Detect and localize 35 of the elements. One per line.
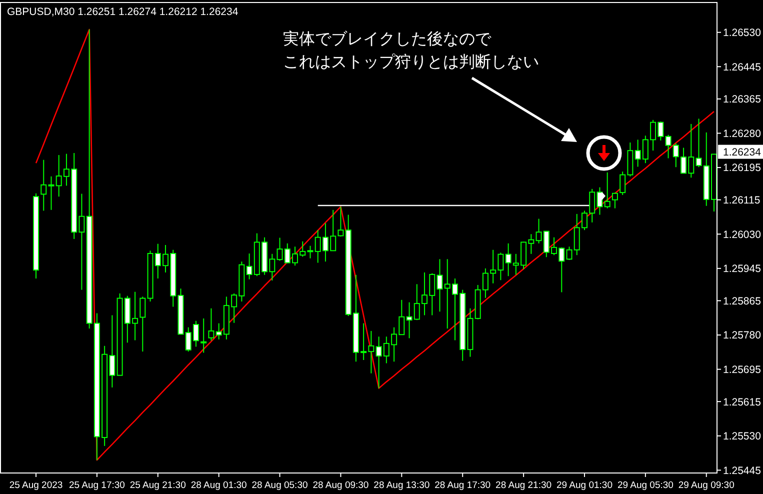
x-tick-label: 28 Aug 13:30 xyxy=(374,480,430,491)
x-tick-label: 28 Aug 17:30 xyxy=(434,480,491,491)
annotation: 実体でブレイクした後なのでこれはストップ狩りとは判断しない xyxy=(283,29,539,71)
y-tick-label: 1.25780 xyxy=(723,330,762,342)
x-tick-label: 28 Aug 21:30 xyxy=(496,480,552,491)
x-tick-label: 25 Aug 2023 xyxy=(9,480,63,491)
y-tick-label: 1.26280 xyxy=(723,128,762,140)
x-tick-label: 28 Aug 05:30 xyxy=(252,480,308,491)
x-tick-label: 29 Aug 05:30 xyxy=(617,480,674,491)
x-tick-label: 29 Aug 09:30 xyxy=(678,480,734,491)
y-tick-label: 1.26195 xyxy=(723,162,762,174)
y-tick-label: 1.25695 xyxy=(723,364,762,376)
candlestick xyxy=(604,172,610,209)
line-series xyxy=(35,28,715,461)
candlestick xyxy=(612,192,618,209)
text: 1.26234 xyxy=(723,146,762,158)
x-tick-label: 28 Aug 01:30 xyxy=(190,480,247,491)
y-tick-label: 1.26030 xyxy=(723,228,762,241)
candlestick xyxy=(200,318,207,354)
y-tick-label: 1.25945 xyxy=(723,263,762,276)
y-tick-label: 1.25615 xyxy=(723,396,762,408)
x-tick-label: 29 Aug 01:30 xyxy=(556,480,612,491)
x-tick-label: 25 Aug 17:30 xyxy=(68,480,125,491)
x-tick-label: 25 Aug 21:30 xyxy=(130,480,186,491)
x-tick-label: 28 Aug 09:30 xyxy=(312,480,369,491)
y-tick-label: 1.26115 xyxy=(723,194,760,206)
y-tick-label: 1.26530 xyxy=(723,27,762,40)
y-tick-label: 1.26365 xyxy=(723,94,762,106)
y-tick-label: 1.25865 xyxy=(723,295,762,308)
y-tick-label: 1.25445 xyxy=(723,464,762,477)
candlestick xyxy=(208,308,214,342)
y-tick-label: 1.25530 xyxy=(723,430,762,443)
chart-title: GBPUSD,M30 1.26251 1.26274 1.26212 1.26234 xyxy=(7,6,238,18)
candlestick xyxy=(140,296,146,352)
y-tick-label: 1.26445 xyxy=(723,61,762,74)
